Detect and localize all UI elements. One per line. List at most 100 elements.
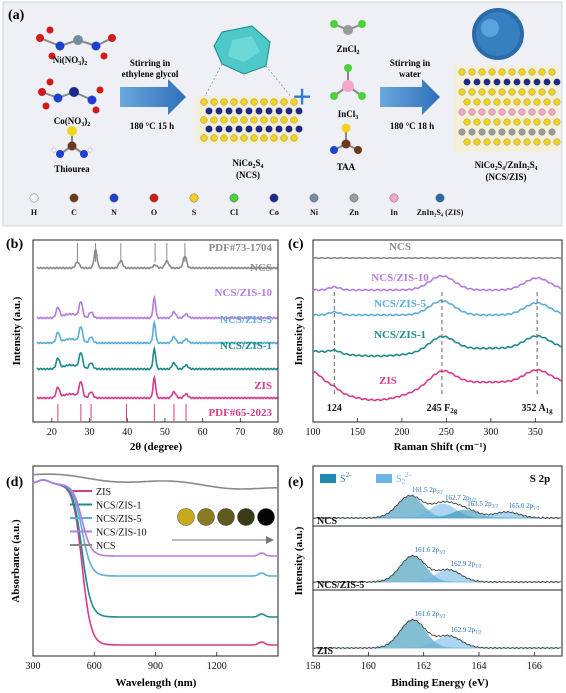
ncs-lattice-atom (270, 116, 278, 124)
ncs-zis-lattice-atom (483, 138, 491, 146)
reaction-arrow-2: Stirring in water 180 °C 18 h (380, 58, 440, 131)
atom-legend-label: H (31, 208, 38, 217)
panel-b-plot: 20 30 40 50 60 70 80 PDF#73-1704 NCS NCS/ZIS-10 NC… (36, 242, 283, 438)
ncs-zis-lattice-atom (523, 138, 531, 146)
panel-b-ylabel: Intensity (a.u.) (11, 296, 23, 365)
ncs-zis-lattice-atom (493, 78, 501, 86)
ncs-lattice-atom (225, 125, 233, 133)
panel-d-color-swatch (197, 508, 215, 526)
ncs-zis-lattice-atom (508, 88, 516, 96)
ncs-lattice-atom (240, 134, 248, 142)
panel-e-tick-label: 164 (472, 661, 487, 672)
panel-c-ylabel: Intensity (a.u.) (293, 296, 305, 365)
panel-e-peak-label-sub: 1/2 (475, 565, 482, 570)
atom-legend: H C N O S Cl Co Ni Zn In ZnIn₂S₄ (ZIS) (29, 193, 464, 217)
ncs-zis-lattice-atom (498, 68, 506, 76)
atom-legend-label: Ni (310, 208, 319, 217)
panel-e-envelope-line (312, 618, 561, 650)
ncs-lattice-atom (205, 107, 213, 115)
ncs-zis-lattice-atom (543, 98, 551, 106)
atom-legend-swatch (69, 193, 79, 203)
panel-e-peak-fit (313, 635, 562, 649)
ncs-lattice-atom (230, 116, 238, 124)
atom-legend-swatch (389, 193, 399, 203)
panel-c-tick-label: 100 (306, 427, 321, 438)
step2-line2: water (399, 69, 421, 79)
ncs-zis-lattice-atom (538, 128, 546, 136)
arrow-1-icon (120, 79, 186, 115)
ncs-lattice-atom (280, 134, 288, 142)
ncs-lattice-atom (235, 125, 243, 133)
ncs-lattice-atom (270, 134, 278, 142)
ncs-lattice-atom (265, 107, 273, 115)
ncs-zis-lattice-atom (528, 68, 536, 76)
ncs-zis-lattice-atom (488, 88, 496, 96)
ncs-lattice-atom (200, 134, 208, 142)
ncs-zis-lattice-atom (458, 128, 466, 136)
arrow-2-icon (380, 79, 440, 115)
panel-c-series-label: NCS/ZIS-5 (374, 298, 426, 310)
panel-e-tick-label: 166 (527, 661, 542, 672)
panel-e-xlabel: Binding Energy (eV) (391, 677, 489, 689)
ncs-zis-lattice-atom (503, 118, 511, 126)
ncs-zis-lattice-atom (548, 108, 556, 116)
ncs-zis-lattice-atom (463, 98, 471, 106)
atom-legend-label: S (192, 208, 197, 217)
ncs-lattice-atom (245, 125, 253, 133)
ncs-lattice-atom (260, 134, 268, 142)
panel-d-series-line (32, 479, 278, 618)
atom-legend-swatch (229, 193, 239, 203)
ncs-lattice-atom (280, 116, 288, 124)
ncs-zis-lattice-atom (463, 118, 471, 126)
panel-b-tick-label: 40 (122, 427, 132, 438)
panel-c-series-label: ZIS (379, 375, 397, 387)
ncs-zis-lattice-atom (543, 118, 551, 126)
ncs-zis-lattice-atom (458, 108, 466, 116)
panel-b-series-label: PDF#73-1704 (208, 242, 272, 254)
ncs-lattice-atom (275, 107, 283, 115)
panel-d-color-swatch (257, 508, 275, 526)
ncs-zis-lattice-atom (488, 68, 496, 76)
ncs-lattice-atom (250, 134, 258, 142)
ncs-lattice-atom (290, 116, 298, 124)
ncs-zis-lattice-atom (533, 138, 541, 146)
atom-legend-swatch (29, 193, 39, 203)
atom-legend-label: C (71, 208, 77, 217)
atom-legend-swatch (269, 193, 279, 203)
ncs-lattice-atom (295, 107, 303, 115)
panel-e-tick-label: 162 (416, 661, 431, 672)
ncs-zis-lattice-atom (513, 138, 521, 146)
panel-d-color-swatch (177, 508, 195, 526)
reagent-co-label: Co(NO3)2 (54, 116, 91, 128)
step1-line1: Stirring in (130, 58, 170, 68)
incl3-molecule-icon (330, 64, 366, 100)
atom-legend-label: Zn (349, 208, 359, 217)
ncs-lattice-atom (290, 134, 298, 142)
ncs-zis-lattice-atom (503, 98, 511, 106)
ncs-lattice-icon (200, 98, 303, 142)
panel-e-subpanel-label: ZIS (317, 646, 334, 657)
panel-c-tick-label: 200 (394, 427, 409, 438)
panel-d-tick-label: 600 (87, 661, 102, 672)
panel-e-peak-label-sub: 3/2 (439, 551, 446, 556)
ncs-zis-lattice-atom (523, 78, 531, 86)
panel-d-legend-label: NCS/ZIS-1 (96, 501, 142, 512)
panel-b-series-label: NCS/ZIS-5 (220, 314, 272, 326)
panel-e-peak-label-sub: 3/2 (436, 491, 443, 496)
ncs-zis-lattice-atom (528, 88, 536, 96)
atom-legend-label: In (390, 208, 398, 217)
reaction-arrow-1: Stirring in ethylene glycol 180 °C 15 h (120, 58, 186, 131)
panel-b-label: (b) (6, 237, 23, 252)
panel-e-legend-sup: 2- (346, 471, 353, 479)
reagent-taa-label: TAA (337, 162, 356, 172)
ncs-zis-lattice-atom (538, 88, 546, 96)
ncs-lattice-atom (220, 98, 228, 106)
step2-line1: Stirring in (390, 58, 430, 68)
ncs-zis-lattice-atom (533, 98, 541, 106)
panel-d-series-line (32, 479, 278, 557)
panel-c-series-line (312, 368, 563, 402)
panel-c-tick-label: 300 (483, 427, 498, 438)
panel-e-peak-label-sub: 3/2 (492, 505, 499, 510)
ncs-zis-lattice-atom (538, 108, 546, 116)
